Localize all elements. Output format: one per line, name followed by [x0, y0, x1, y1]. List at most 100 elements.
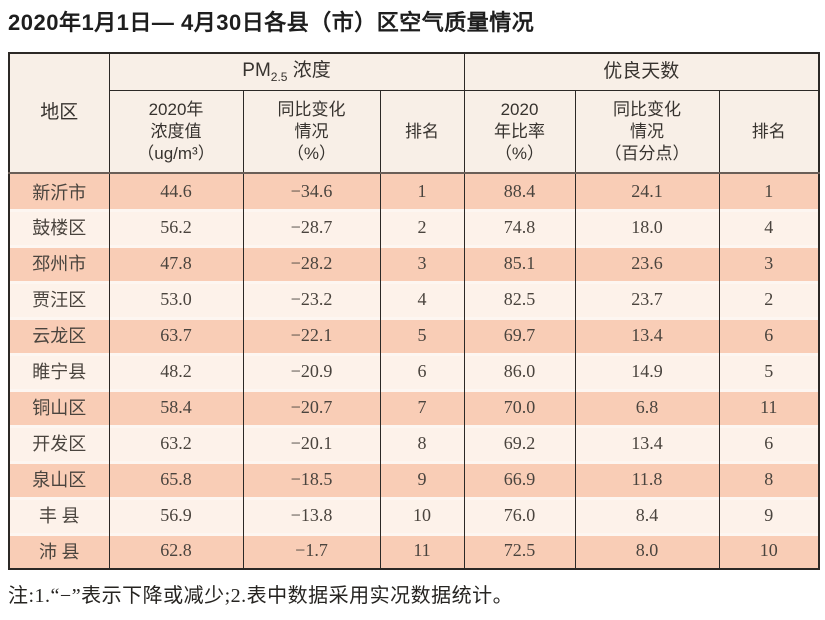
table-row: 丰 县 56.9 −13.8 10 76.0 8.4 9 [8, 497, 820, 534]
cell-good-rank: 8 [718, 461, 820, 498]
cell-pm-change: −18.5 [242, 461, 381, 498]
page-title: 2020年1月1日— 4月30日各县（市）区空气质量情况 [8, 10, 535, 35]
pm-subscript: 2.5 [270, 69, 288, 84]
cell-pm-rank: 8 [379, 425, 465, 462]
cell-pm-change: −28.7 [242, 209, 381, 246]
cell-region: 沛 县 [8, 533, 110, 570]
cell-region: 鼓楼区 [8, 209, 110, 246]
cell-pm-change: −13.8 [242, 497, 381, 534]
cell-pm-value: 47.8 [108, 245, 244, 282]
cell-pm-rank: 9 [379, 461, 465, 498]
cell-pm-rank: 1 [379, 173, 465, 210]
cell-pm-rank: 3 [379, 245, 465, 282]
cell-pm-change: −20.9 [242, 353, 381, 390]
cell-good-rank: 5 [718, 353, 820, 390]
table-row: 睢宁县 48.2 −20.9 6 86.0 14.9 5 [8, 353, 820, 390]
table-header: 地区 PM2.5 浓度 优良天数 2020年 浓度值 （ug/m³） 同比变化 … [8, 52, 820, 175]
cell-good-rate: 85.1 [463, 245, 576, 282]
cell-region: 睢宁县 [8, 353, 110, 390]
table-body: 新沂市 44.6 −34.6 1 88.4 24.1 1 鼓楼区 56.2 −28.7 2 74.8 1… [8, 173, 820, 570]
cell-pm-value: 65.8 [108, 461, 244, 498]
cell-region: 铜山区 [8, 389, 110, 426]
header-good-days-group: 优良天数 [463, 52, 820, 91]
cell-pm-change: −22.1 [242, 317, 381, 354]
footnote: 注:1.“−”表示下降或减少;2.表中数据采用实况数据统计。 [8, 585, 514, 608]
table-row: 邳州市 47.8 −28.2 3 85.1 23.6 3 [8, 245, 820, 282]
table-row: 开发区 63.2 −20.1 8 69.2 13.4 6 [8, 425, 820, 462]
cell-good-rate: 66.9 [463, 461, 576, 498]
cell-good-rate: 82.5 [463, 281, 576, 318]
cell-region: 邳州市 [8, 245, 110, 282]
header-good-change: 同比变化 情况 （百分点） [574, 89, 720, 175]
cell-pm-change: −34.6 [242, 173, 381, 210]
cell-pm-change: −23.2 [242, 281, 381, 318]
cell-good-change: 8.4 [574, 497, 720, 534]
cell-good-change: 8.0 [574, 533, 720, 570]
cell-good-rank: 2 [718, 281, 820, 318]
cell-pm-value: 53.0 [108, 281, 244, 318]
cell-pm-rank: 6 [379, 353, 465, 390]
header-pm-change: 同比变化 情况 （%） [242, 89, 381, 175]
table-row: 沛 县 62.8 −1.7 11 72.5 8.0 10 [8, 533, 820, 570]
cell-good-rate: 86.0 [463, 353, 576, 390]
header-group-row: 地区 PM2.5 浓度 优良天数 [8, 52, 820, 175]
cell-region: 贾汪区 [8, 281, 110, 318]
cell-good-rate: 76.0 [463, 497, 576, 534]
cell-good-change: 23.7 [574, 281, 720, 318]
cell-good-change: 18.0 [574, 209, 720, 246]
cell-good-rate: 69.7 [463, 317, 576, 354]
cell-good-change: 24.1 [574, 173, 720, 210]
cell-good-change: 23.6 [574, 245, 720, 282]
pm-label: PM [242, 59, 271, 81]
cell-good-rate: 69.2 [463, 425, 576, 462]
cell-good-rate: 70.0 [463, 389, 576, 426]
cell-pm-rank: 4 [379, 281, 465, 318]
cell-pm-change: −28.2 [242, 245, 381, 282]
air-quality-table: 地区 PM2.5 浓度 优良天数 2020年 浓度值 （ug/m³） 同比变化 … [8, 52, 820, 571]
cell-good-change: 11.8 [574, 461, 720, 498]
cell-good-rank: 6 [718, 425, 820, 462]
cell-pm-rank: 11 [379, 533, 465, 570]
cell-good-rank: 6 [718, 317, 820, 354]
cell-pm-change: −20.7 [242, 389, 381, 426]
cell-good-rank: 10 [718, 533, 820, 570]
table-row: 鼓楼区 56.2 −28.7 2 74.8 18.0 4 [8, 209, 820, 246]
cell-pm-change: −1.7 [242, 533, 381, 570]
cell-region: 新沂市 [8, 173, 110, 210]
table-row: 泉山区 65.8 −18.5 9 66.9 11.8 8 [8, 461, 820, 498]
cell-pm-value: 63.2 [108, 425, 244, 462]
cell-region: 开发区 [8, 425, 110, 462]
cell-pm-rank: 10 [379, 497, 465, 534]
header-pm-group: PM2.5 浓度 [108, 52, 465, 91]
cell-good-rank: 1 [718, 173, 820, 210]
pm-label-suffix: 浓度 [287, 59, 331, 81]
header-region: 地区 [8, 52, 110, 175]
cell-pm-rank: 2 [379, 209, 465, 246]
header-sub-row: 2020年 浓度值 （ug/m³） 同比变化 情况 （%） 排名 2020 年比… [9, 89, 820, 175]
cell-region: 丰 县 [8, 497, 110, 534]
cell-pm-rank: 7 [379, 389, 465, 426]
cell-pm-value: 56.2 [108, 209, 244, 246]
cell-good-rank: 4 [718, 209, 820, 246]
cell-good-change: 6.8 [574, 389, 720, 426]
table-row: 贾汪区 53.0 −23.2 4 82.5 23.7 2 [8, 281, 820, 318]
cell-region: 泉山区 [8, 461, 110, 498]
cell-pm-value: 48.2 [108, 353, 244, 390]
cell-good-change: 14.9 [574, 353, 720, 390]
header-good-rank: 排名 [718, 89, 820, 175]
cell-good-rank: 11 [718, 389, 820, 426]
cell-pm-value: 62.8 [108, 533, 244, 570]
cell-pm-value: 44.6 [108, 173, 244, 210]
cell-good-rank: 3 [718, 245, 820, 282]
cell-good-rate: 72.5 [463, 533, 576, 570]
cell-good-change: 13.4 [574, 317, 720, 354]
table-row: 云龙区 63.7 −22.1 5 69.7 13.4 6 [8, 317, 820, 354]
header-good-rate: 2020 年比率 （%） [463, 89, 576, 175]
cell-pm-change: −20.1 [242, 425, 381, 462]
cell-good-rank: 9 [718, 497, 820, 534]
cell-pm-value: 56.9 [108, 497, 244, 534]
cell-pm-rank: 5 [379, 317, 465, 354]
cell-good-change: 13.4 [574, 425, 720, 462]
header-pm-value: 2020年 浓度值 （ug/m³） [108, 89, 244, 175]
